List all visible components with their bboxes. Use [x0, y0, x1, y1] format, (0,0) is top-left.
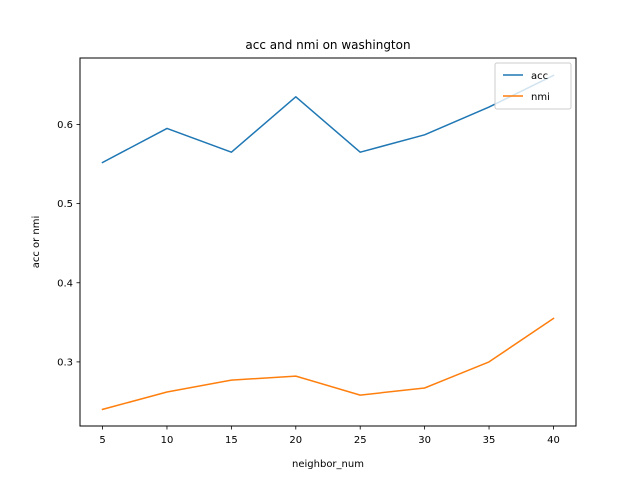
x-axis-label: neighbor_num [292, 459, 364, 470]
legend-label-acc: acc [531, 71, 548, 82]
x-tick-label: 30 [418, 435, 431, 446]
legend-label-nmi: nmi [531, 92, 550, 103]
x-tick-label: 10 [161, 435, 174, 446]
x-axis: 5 10 15 20 25 30 35 40 [99, 426, 560, 446]
y-axis-label: acc or nmi [31, 216, 42, 269]
y-tick-label: 0.4 [57, 278, 73, 289]
series-line-acc [101, 74, 555, 164]
x-tick-label: 15 [225, 435, 238, 446]
x-tick-label: 40 [547, 435, 560, 446]
chart-title: acc and nmi on washington [245, 38, 410, 52]
y-tick-label: 0.3 [57, 357, 73, 368]
y-tick-label: 0.6 [57, 120, 73, 131]
series-line-nmi [101, 317, 555, 411]
legend: acc nmi [494, 62, 572, 110]
x-tick-label: 35 [483, 435, 496, 446]
y-axis: 0.3 0.4 0.5 0.6 [57, 120, 80, 368]
x-tick-label: 5 [99, 435, 105, 446]
plot-frame [79, 57, 577, 427]
plot-lines [101, 74, 555, 411]
x-tick-label: 25 [354, 435, 367, 446]
x-tick-label: 20 [289, 435, 302, 446]
y-tick-label: 0.5 [57, 199, 73, 210]
